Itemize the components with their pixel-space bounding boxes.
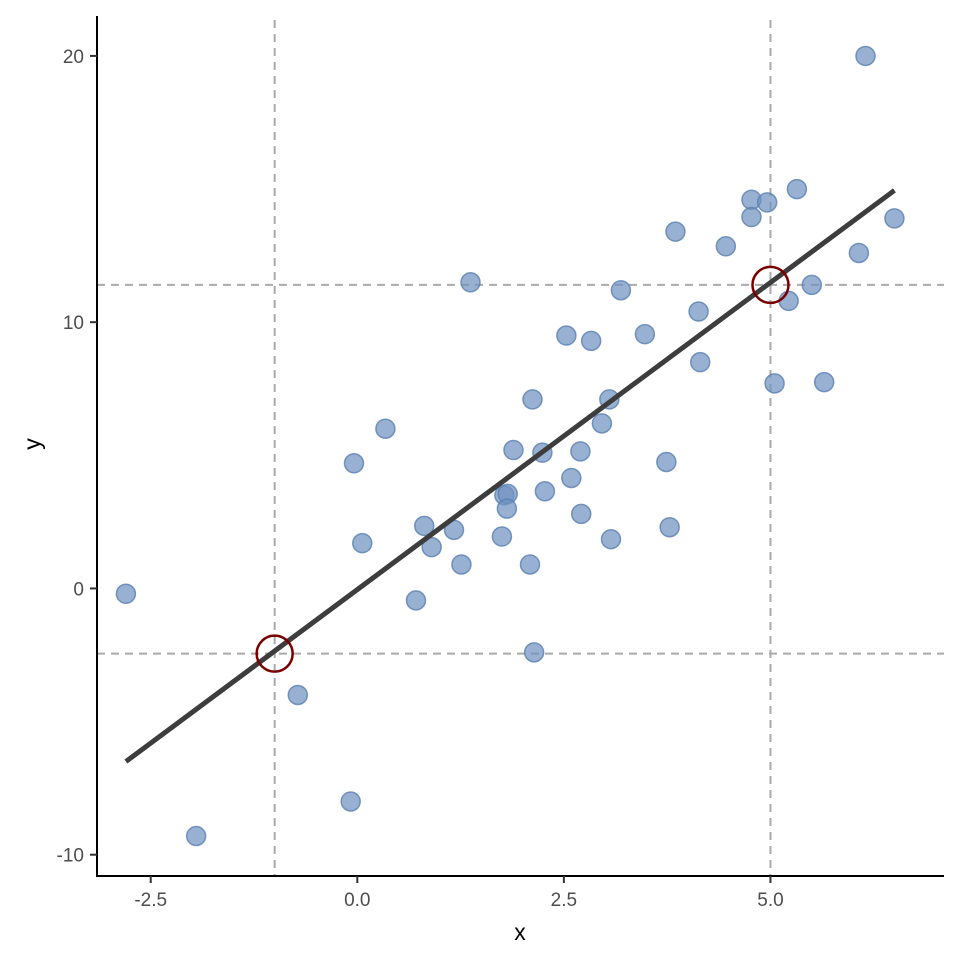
data-point bbox=[534, 481, 556, 502]
data-point bbox=[503, 439, 524, 461]
highlight-circle-0 bbox=[255, 634, 294, 673]
data-point bbox=[715, 236, 737, 257]
data-points bbox=[115, 45, 905, 847]
data-point bbox=[741, 206, 762, 228]
data-point bbox=[413, 515, 435, 537]
data-point bbox=[405, 590, 427, 611]
x-tick-label: -2.5 bbox=[134, 890, 167, 911]
data-point bbox=[786, 178, 808, 200]
data-point bbox=[352, 532, 373, 554]
data-point bbox=[659, 516, 680, 538]
data-point bbox=[656, 451, 677, 473]
data-point bbox=[884, 208, 905, 229]
x-tick-label: 2.5 bbox=[551, 890, 577, 911]
data-point bbox=[570, 503, 592, 525]
data-point bbox=[855, 45, 876, 67]
x-tick-label: 0.0 bbox=[344, 890, 370, 911]
y-tick-label: -10 bbox=[57, 846, 84, 867]
data-point bbox=[522, 389, 543, 410]
axes: -2.5 0.0 2.5 5.0 -10 0 10 20 bbox=[57, 16, 944, 911]
regression-line-group bbox=[124, 188, 896, 764]
y-axis-title: y bbox=[19, 438, 45, 450]
highlighted-points bbox=[255, 265, 790, 673]
data-point bbox=[600, 528, 622, 550]
data-point bbox=[496, 498, 518, 519]
data-point bbox=[375, 418, 396, 439]
data-point bbox=[756, 192, 778, 213]
data-point bbox=[519, 554, 541, 575]
data-point bbox=[580, 330, 602, 352]
data-point bbox=[570, 441, 591, 462]
highlight-circle-1 bbox=[751, 265, 790, 305]
x-axis-title: x bbox=[514, 919, 526, 945]
data-point bbox=[561, 467, 582, 489]
data-point bbox=[421, 536, 442, 558]
data-point bbox=[634, 323, 656, 345]
y-tick-label: 0 bbox=[73, 579, 84, 600]
data-point bbox=[778, 290, 799, 312]
data-point bbox=[451, 554, 472, 575]
data-point bbox=[460, 272, 481, 293]
y-tick-label: 10 bbox=[63, 313, 84, 334]
data-point bbox=[115, 583, 137, 605]
data-point bbox=[591, 413, 613, 434]
data-point bbox=[665, 221, 686, 242]
data-point bbox=[848, 242, 870, 264]
data-point bbox=[801, 274, 823, 296]
data-point bbox=[610, 279, 632, 301]
data-point bbox=[185, 825, 207, 847]
data-point bbox=[813, 371, 835, 393]
data-point bbox=[340, 791, 361, 812]
data-point bbox=[764, 373, 785, 394]
data-point bbox=[689, 351, 711, 373]
x-tick-label: 5.0 bbox=[757, 890, 783, 911]
y-tick-label: 20 bbox=[63, 47, 84, 68]
data-point bbox=[523, 642, 545, 663]
regression-line bbox=[124, 188, 896, 764]
data-point bbox=[556, 325, 577, 346]
data-point bbox=[491, 526, 513, 547]
data-point bbox=[287, 684, 309, 706]
data-point bbox=[688, 301, 709, 322]
data-point bbox=[343, 453, 365, 474]
